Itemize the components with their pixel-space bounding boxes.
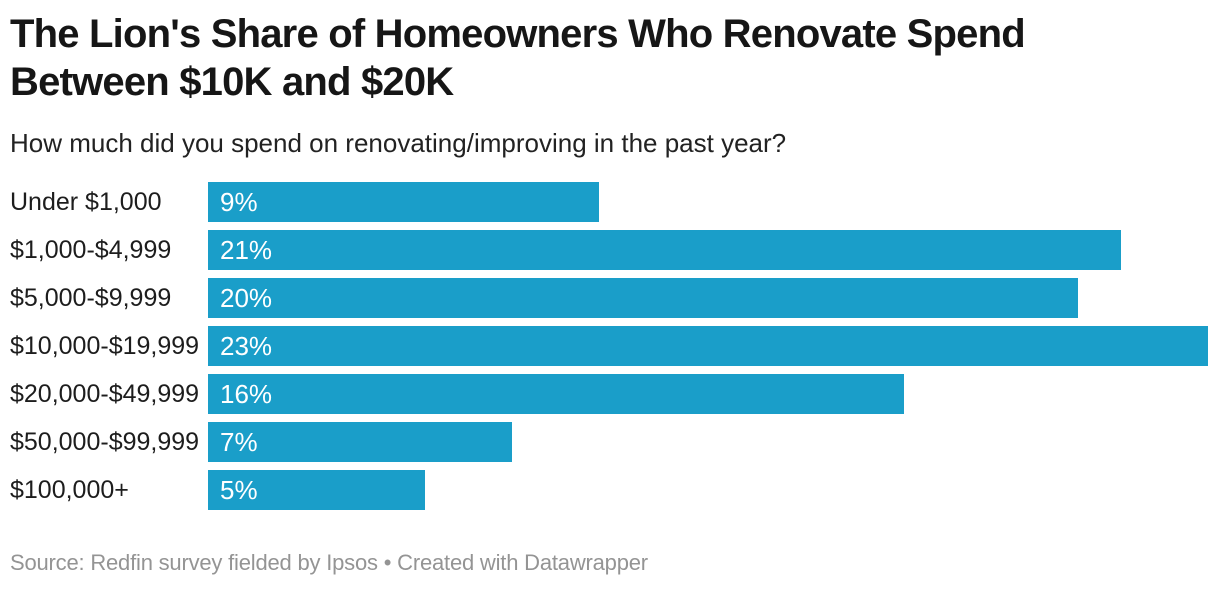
bar-track: 9% [208,182,1208,222]
chart-row: $10,000-$19,999 23% [10,322,1208,370]
category-label: Under $1,000 [10,187,162,216]
category-label: $100,000+ [10,475,129,504]
chart-container: The Lion's Share of Homeowners Who Renov… [0,10,1220,576]
chart-row: $50,000-$99,999 7% [10,418,1208,466]
chart-row: Under $1,000 9% [10,178,1208,226]
bar-rows: Under $1,000 9% $1,000-$4,999 21% $5,000-$9,… [10,178,1208,514]
category-label: $50,000-$99,999 [10,427,200,456]
bar-track: 20% [208,278,1208,318]
value-label: 7% [220,426,258,457]
chart-subtitle: How much did you spend on renovating/imp… [10,128,787,158]
bar-track: 7% [208,422,1208,462]
chart-title: The Lion's Share of Homeowners Who Renov… [10,10,1208,106]
category-label: $5,000-$9,999 [10,283,172,312]
bar: 7% [208,422,513,462]
category-label: $10,000-$19,999 [10,331,200,360]
bar: 5% [208,470,426,510]
bar: 20% [208,278,1078,318]
chart-row: $20,000-$49,999 16% [10,370,1208,418]
value-label: 21% [220,234,273,265]
chart-row: $5,000-$9,999 20% [10,274,1208,322]
bar-track: 5% [208,470,1208,510]
bar-track: 23% [208,326,1208,366]
bar: 16% [208,374,904,414]
chart-row: $100,000+ 5% [10,466,1208,514]
bar-track: 21% [208,230,1208,270]
value-label: 16% [220,378,273,409]
source-attribution: Source: Redfin survey fielded by Ipsos •… [10,550,648,575]
category-label: $1,000-$4,999 [10,235,172,264]
bar-track: 16% [208,374,1208,414]
bar: 9% [208,182,600,222]
chart-row: $1,000-$4,999 21% [10,226,1208,274]
chart-title-line-1: The Lion's Share of Homeowners Who Renov… [10,12,1026,56]
value-label: 23% [220,330,273,361]
chart-title-line-2: Between $10K and $20K [10,60,454,104]
bar: 21% [208,230,1122,270]
value-label: 20% [220,282,273,313]
value-label: 9% [220,186,258,217]
bar: 23% [208,326,1208,366]
value-label: 5% [220,474,258,505]
category-label: $20,000-$49,999 [10,379,200,408]
